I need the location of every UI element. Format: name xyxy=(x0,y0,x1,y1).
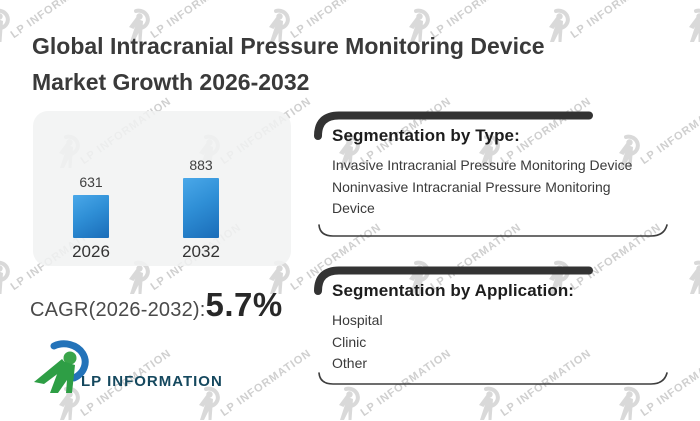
logo-text: LP INFORMATION xyxy=(81,373,223,390)
bar-value-2032: 883 xyxy=(189,157,213,173)
market-growth-chart: 631 883 2026 2032 xyxy=(33,111,291,266)
bar-year-2026: 2026 xyxy=(72,242,110,261)
bar-group-2032: 883 xyxy=(165,157,237,238)
bar-value-2026: 631 xyxy=(79,174,103,190)
bar-2032 xyxy=(183,178,219,238)
segmentation-type-list: Invasive Intracranial Pressure Monitorin… xyxy=(332,155,657,220)
page-title-line1: Global Intracranial Pressure Monitoring … xyxy=(32,33,545,59)
segmentation-type-item: Invasive Intracranial Pressure Monitorin… xyxy=(332,157,633,173)
page-title-line2: Market Growth 2026-2032 xyxy=(32,69,310,95)
lp-information-logo: LP INFORMATION xyxy=(28,332,248,396)
page-title: Global Intracranial Pressure Monitoring … xyxy=(32,28,652,100)
segment-frame-icon xyxy=(314,266,668,385)
segmentation-application-box: Segmentation by Application: Hospital Cl… xyxy=(313,263,669,391)
cagr-line: CAGR(2026-2032): 5.7% xyxy=(30,286,283,324)
segmentation-type-item: Noninvasive Intracranial Pressure Monito… xyxy=(332,178,611,217)
segmentation-application-heading: Segmentation by Application: xyxy=(332,281,575,300)
segmentation-type-heading: Segmentation by Type: xyxy=(332,126,520,145)
cagr-label: CAGR(2026-2032): xyxy=(30,299,206,321)
segmentation-application-item: Other xyxy=(332,355,368,371)
cagr-value: 5.7% xyxy=(205,286,283,323)
segmentation-type-box: Segmentation by Type: Invasive Intracran… xyxy=(313,108,669,243)
segment-frame-icon xyxy=(314,111,668,237)
bar-group-2026: 631 xyxy=(55,174,127,238)
segmentation-application-list: Hospital Clinic Other xyxy=(332,310,657,375)
segmentation-application-item: Hospital xyxy=(332,312,383,328)
bar-year-2032: 2032 xyxy=(182,242,220,261)
lp-logo-icon xyxy=(34,340,89,393)
segmentation-application-item: Clinic xyxy=(332,333,367,350)
bar-2026 xyxy=(73,195,109,238)
